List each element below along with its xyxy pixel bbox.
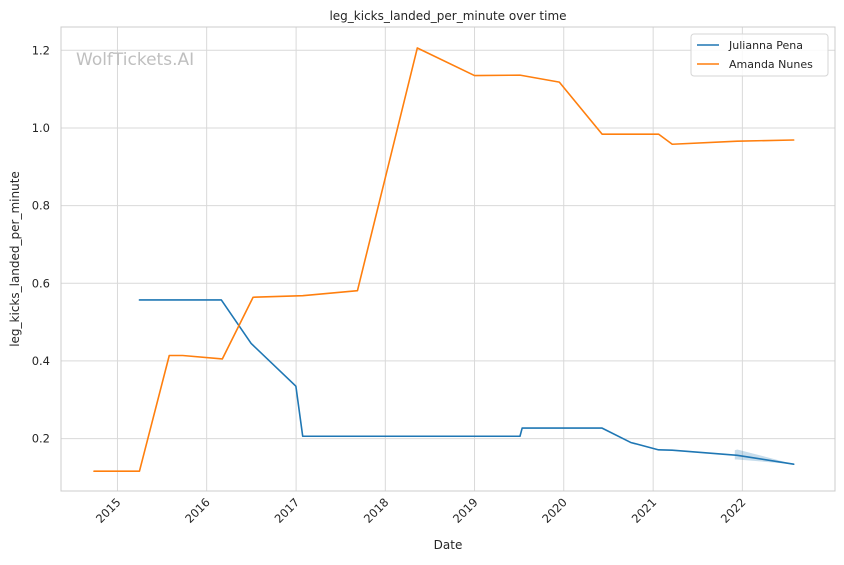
x-tick-label: 2015 <box>93 495 124 526</box>
series-line-julianna-pena <box>138 299 795 466</box>
legend: Julianna Pena Amanda Nunes <box>690 33 829 77</box>
legend-label-julianna-pena: Julianna Pena <box>728 39 803 52</box>
y-tick-label: 0.6 <box>32 276 50 290</box>
y-tick-label: 1.2 <box>32 43 50 57</box>
x-axis-ticks: 2015 2016 2017 2018 2019 2020 2021 2022 <box>93 495 749 526</box>
y-tick-label: 1.0 <box>32 121 50 135</box>
chart-title: leg_kicks_landed_per_minute over time <box>329 9 566 23</box>
y-tick-label: 0.4 <box>32 354 50 368</box>
x-tick-label: 2021 <box>629 495 660 526</box>
confidence-bands <box>734 449 794 465</box>
y-tick-label: 0.2 <box>32 432 50 446</box>
series-lines <box>93 47 795 472</box>
x-tick-label: 2022 <box>718 495 749 526</box>
x-tick-label: 2017 <box>272 495 303 526</box>
watermark: WolfTickets.AI <box>76 50 194 70</box>
y-tick-label: 0.8 <box>32 199 50 213</box>
x-tick-label: 2020 <box>539 495 570 526</box>
series-line-amanda-nunes <box>93 47 795 472</box>
plot-frame <box>60 26 836 492</box>
y-axis-label: leg_kicks_landed_per_minute <box>8 171 22 347</box>
y-axis-ticks: 0.2 0.4 0.6 0.8 1.0 1.2 <box>32 43 50 445</box>
x-axis-label: Date <box>434 538 463 552</box>
grid <box>61 27 835 491</box>
x-tick-label: 2016 <box>182 495 213 526</box>
x-tick-label: 2019 <box>450 495 481 526</box>
legend-label-amanda-nunes: Amanda Nunes <box>729 58 813 71</box>
x-tick-label: 2018 <box>361 495 392 526</box>
legend-box <box>690 33 829 77</box>
confidence-band-julianna-pena <box>734 449 794 465</box>
